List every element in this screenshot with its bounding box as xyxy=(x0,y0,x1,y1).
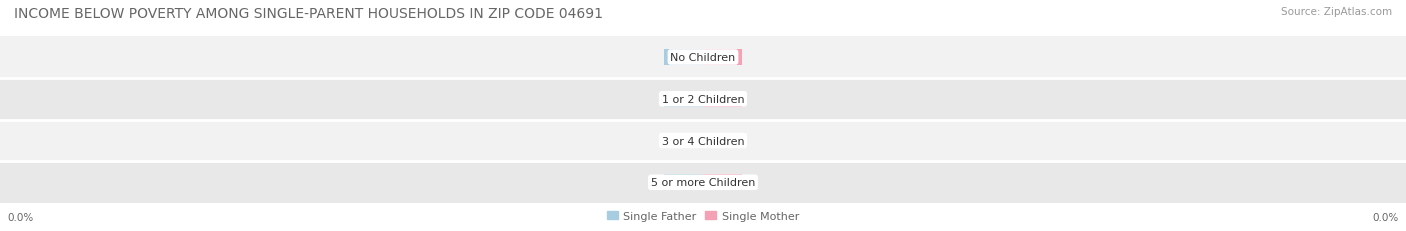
Bar xyxy=(703,175,742,190)
Text: 0.0%: 0.0% xyxy=(709,53,735,63)
Text: 0.0%: 0.0% xyxy=(709,94,735,104)
Text: 0.0%: 0.0% xyxy=(709,136,735,146)
Text: No Children: No Children xyxy=(671,53,735,63)
Bar xyxy=(703,50,742,66)
Text: 0.0%: 0.0% xyxy=(671,94,697,104)
Text: 0.0%: 0.0% xyxy=(671,177,697,188)
Bar xyxy=(665,133,703,149)
Bar xyxy=(703,91,742,107)
Bar xyxy=(0,79,1406,120)
Bar xyxy=(665,50,703,66)
Bar xyxy=(665,175,703,190)
Text: 5 or more Children: 5 or more Children xyxy=(651,177,755,188)
Bar xyxy=(703,133,742,149)
Text: 1 or 2 Children: 1 or 2 Children xyxy=(662,94,744,104)
Text: INCOME BELOW POVERTY AMONG SINGLE-PARENT HOUSEHOLDS IN ZIP CODE 04691: INCOME BELOW POVERTY AMONG SINGLE-PARENT… xyxy=(14,7,603,21)
Text: 0.0%: 0.0% xyxy=(671,136,697,146)
Text: Source: ZipAtlas.com: Source: ZipAtlas.com xyxy=(1281,7,1392,17)
Bar xyxy=(0,162,1406,203)
Text: 3 or 4 Children: 3 or 4 Children xyxy=(662,136,744,146)
Text: 0.0%: 0.0% xyxy=(1372,212,1399,222)
Text: 0.0%: 0.0% xyxy=(709,177,735,188)
Bar xyxy=(0,120,1406,162)
Text: 0.0%: 0.0% xyxy=(671,53,697,63)
Legend: Single Father, Single Mother: Single Father, Single Mother xyxy=(602,207,804,225)
Bar xyxy=(0,37,1406,79)
Text: 0.0%: 0.0% xyxy=(7,212,34,222)
Bar xyxy=(665,91,703,107)
